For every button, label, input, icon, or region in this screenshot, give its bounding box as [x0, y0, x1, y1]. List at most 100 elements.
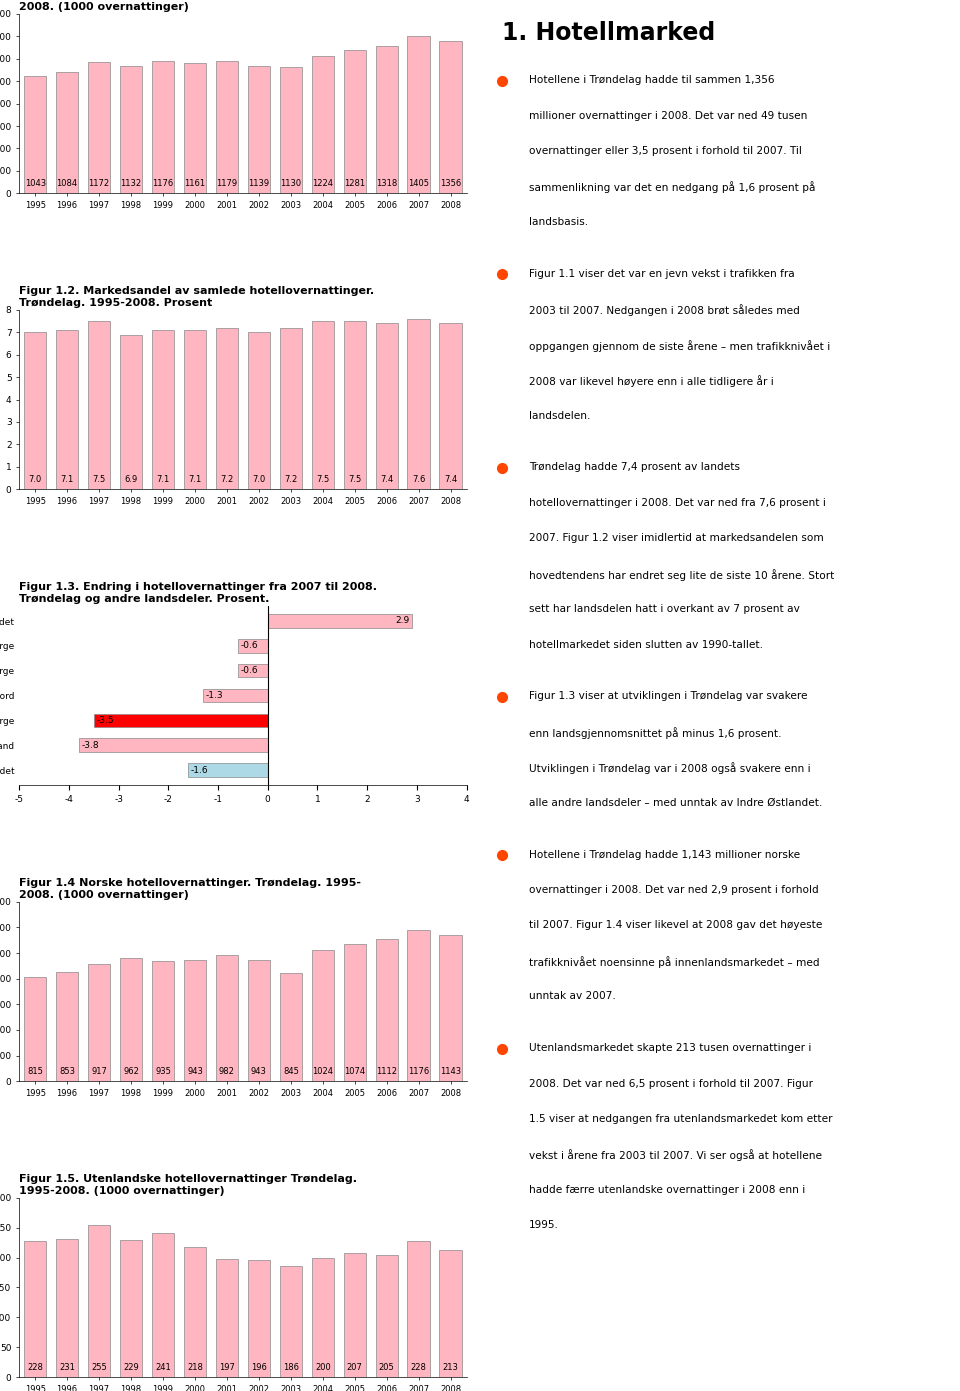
Text: 1318: 1318 [376, 179, 397, 188]
Text: 7.5: 7.5 [92, 474, 106, 484]
Bar [94, 714, 268, 727]
Bar [216, 956, 238, 1081]
Text: 7.2: 7.2 [220, 474, 233, 484]
Bar [56, 72, 79, 193]
Bar [279, 328, 302, 490]
Text: sammenlikning var det en nedgang på 1,6 prosent på: sammenlikning var det en nedgang på 1,6 … [529, 182, 816, 193]
Text: 853: 853 [60, 1067, 75, 1075]
Text: 255: 255 [91, 1363, 107, 1372]
Text: 218: 218 [187, 1363, 203, 1372]
Text: 1.5 viser at nedgangen fra utenlandsmarkedet kom etter: 1.5 viser at nedgangen fra utenlandsmark… [529, 1114, 832, 1124]
Text: 1084: 1084 [57, 179, 78, 188]
Bar [440, 323, 462, 490]
Bar [440, 935, 462, 1081]
Bar [375, 1255, 397, 1377]
Text: hotellovernattinger i 2008. Det var ned fra 7,6 prosent i: hotellovernattinger i 2008. Det var ned … [529, 498, 827, 508]
Text: landsbasis.: landsbasis. [529, 217, 588, 227]
Text: Utenlandsmarkedet skapte 213 tusen overnattinger i: Utenlandsmarkedet skapte 213 tusen overn… [529, 1043, 811, 1053]
Bar [24, 77, 46, 193]
Text: -3.5: -3.5 [96, 716, 114, 725]
Text: hotellmarkedet siden slutten av 1990-tallet.: hotellmarkedet siden slutten av 1990-tal… [529, 640, 763, 650]
Text: 7.4: 7.4 [380, 474, 394, 484]
Bar [120, 1241, 142, 1377]
Text: Figur 1.1 viser det var en jevn vekst i trafikken fra: Figur 1.1 viser det var en jevn vekst i … [529, 268, 795, 278]
Text: enn landsgjennomsnittet på minus 1,6 prosent.: enn landsgjennomsnittet på minus 1,6 pro… [529, 727, 781, 739]
Text: 228: 228 [27, 1363, 43, 1372]
Text: 1995.: 1995. [529, 1220, 559, 1230]
Text: 1405: 1405 [408, 179, 429, 188]
Bar [407, 36, 430, 193]
Text: 1043: 1043 [25, 179, 46, 188]
Bar [152, 961, 174, 1081]
Text: 197: 197 [219, 1363, 235, 1372]
Text: 917: 917 [91, 1067, 107, 1075]
Bar [344, 1253, 366, 1377]
Text: 962: 962 [123, 1067, 139, 1075]
Text: 1176: 1176 [153, 179, 174, 188]
Text: 186: 186 [283, 1363, 299, 1372]
Text: Figur 1.4 Norske hotellovernattinger. Trøndelag. 1995-
2008. (1000 overnattinger: Figur 1.4 Norske hotellovernattinger. Tr… [19, 878, 361, 900]
Text: 7.0: 7.0 [29, 474, 42, 484]
Text: 7.4: 7.4 [444, 474, 457, 484]
Text: 1139: 1139 [249, 179, 270, 188]
Text: 7.5: 7.5 [348, 474, 361, 484]
Bar [24, 976, 46, 1081]
Bar [248, 65, 270, 193]
Bar [188, 764, 268, 778]
Text: 845: 845 [283, 1067, 299, 1075]
Bar [344, 321, 366, 490]
Bar [152, 61, 174, 193]
Text: 982: 982 [219, 1067, 235, 1075]
Text: 1143: 1143 [440, 1067, 461, 1075]
Text: til 2007. Figur 1.4 viser likevel at 2008 gav det høyeste: til 2007. Figur 1.4 viser likevel at 200… [529, 921, 823, 931]
Bar [344, 50, 366, 193]
Bar [216, 61, 238, 193]
Text: 7.2: 7.2 [284, 474, 298, 484]
Text: 7.1: 7.1 [188, 474, 202, 484]
Text: 1179: 1179 [216, 179, 237, 188]
Text: Figur 1.3 viser at utviklingen i Trøndelag var svakere: Figur 1.3 viser at utviklingen i Trøndel… [529, 691, 807, 701]
Text: Figur 1.5. Utenlandske hotellovernattinger Trøndelag.
1995-2008. (1000 overnatti: Figur 1.5. Utenlandske hotellovernatting… [19, 1174, 357, 1195]
Text: 1224: 1224 [312, 179, 333, 188]
Bar [88, 964, 110, 1081]
Text: vekst i årene fra 2003 til 2007. Vi ser også at hotellene: vekst i årene fra 2003 til 2007. Vi ser … [529, 1149, 822, 1161]
Text: 1024: 1024 [312, 1067, 333, 1075]
Bar [248, 1260, 270, 1377]
Text: trafikknivået noensinne på innenlandsmarkedet – med: trafikknivået noensinne på innenlandsmar… [529, 956, 820, 968]
Bar [279, 67, 302, 193]
Text: 228: 228 [411, 1363, 426, 1372]
Text: -1.6: -1.6 [191, 765, 208, 775]
Text: 1356: 1356 [440, 179, 461, 188]
Text: 7.5: 7.5 [316, 474, 329, 484]
Text: 1132: 1132 [121, 179, 142, 188]
Bar [183, 63, 206, 193]
Text: -0.6: -0.6 [240, 641, 258, 650]
Bar [279, 1266, 302, 1377]
Bar [24, 332, 46, 490]
Text: 6.9: 6.9 [125, 474, 137, 484]
Bar [216, 1259, 238, 1377]
Text: 2003 til 2007. Nedgangen i 2008 brøt således med: 2003 til 2007. Nedgangen i 2008 brøt sål… [529, 305, 800, 316]
Bar [204, 689, 268, 702]
Bar [440, 1249, 462, 1377]
Text: -1.3: -1.3 [205, 691, 224, 700]
Text: Figur 1.3. Endring i hotellovernattinger fra 2007 til 2008.
Trøndelag og andre l: Figur 1.3. Endring i hotellovernattinger… [19, 581, 377, 604]
Text: 1130: 1130 [280, 179, 301, 188]
Text: 200: 200 [315, 1363, 330, 1372]
Bar [407, 1241, 430, 1377]
Text: unntak av 2007.: unntak av 2007. [529, 992, 616, 1002]
Bar [216, 328, 238, 490]
Text: 1074: 1074 [345, 1067, 366, 1075]
Text: oppgangen gjennom de siste årene – men trafikknivået i: oppgangen gjennom de siste årene – men t… [529, 339, 830, 352]
Text: alle andre landsdeler – med unntak av Indre Østlandet.: alle andre landsdeler – med unntak av In… [529, 798, 823, 808]
Bar [183, 960, 206, 1081]
Text: overnattinger eller 3,5 prosent i forhold til 2007. Til: overnattinger eller 3,5 prosent i forhol… [529, 146, 803, 156]
Text: 2008. Det var ned 6,5 prosent i forhold til 2007. Figur: 2008. Det var ned 6,5 prosent i forhold … [529, 1078, 813, 1089]
Bar [88, 321, 110, 490]
Text: -0.6: -0.6 [240, 666, 258, 675]
Bar [375, 46, 397, 193]
Bar [312, 321, 334, 490]
Text: 815: 815 [27, 1067, 43, 1075]
Text: sett har landsdelen hatt i overkant av 7 prosent av: sett har landsdelen hatt i overkant av 7… [529, 604, 800, 615]
Bar [238, 638, 268, 652]
